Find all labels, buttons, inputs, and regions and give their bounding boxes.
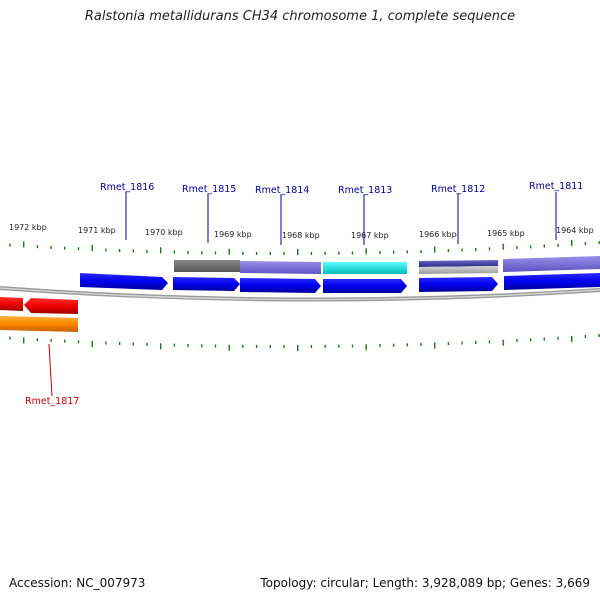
feature-band [174,256,600,274]
reverse-genes [0,297,78,332]
feature-block[interactable] [419,260,498,267]
gene-arrow-rmet-1815[interactable] [173,277,240,291]
gene-arrow-rmet-1817[interactable] [24,298,78,314]
forward-genes [80,273,600,293]
gene-arrow-rmet-1816[interactable] [80,273,168,290]
genome-summary-text: Topology: circular; Length: 3,928,089 bp… [260,576,590,590]
tick-marks-reverse [9,334,600,352]
gene-arrow-rmet-1813[interactable] [323,279,407,293]
tick-label: 1964 kbp [556,226,594,235]
tick-label: 1968 kbp [282,231,320,240]
gene-label-rmet-1812[interactable]: Rmet_1812 [431,184,485,195]
accession-text: Accession: NC_007973 [9,576,146,590]
map-title: Ralstonia metallidurans CH34 chromosome … [84,9,516,24]
gene-arrow-rmet-1812[interactable] [419,277,498,292]
gene-label-rmet-1817[interactable]: Rmet_1817 [25,396,79,407]
feature-block[interactable] [174,260,240,272]
feature-block[interactable] [323,262,407,274]
reverse-feature-block[interactable] [0,316,78,332]
gene-label-rmet-1814[interactable]: Rmet_1814 [255,185,309,196]
gene-arrow-rmet-1814[interactable] [240,278,321,293]
gene-label-rmet-1813[interactable]: Rmet_1813 [338,185,392,196]
feature-block[interactable] [419,266,498,274]
gene-label-rmet-1811[interactable]: Rmet_1811 [529,181,583,192]
tick-label: 1966 kbp [419,230,457,239]
tick-label: 1967 kbp [351,231,389,240]
gene-block-red[interactable] [0,297,23,311]
tick-label: 1969 kbp [214,230,252,239]
feature-block[interactable] [503,256,600,272]
gene-label-rmet-1815[interactable]: Rmet_1815 [182,184,236,195]
tick-label: 1970 kbp [145,228,183,237]
feature-block[interactable] [240,261,321,274]
backbone-inner [0,287,600,301]
tick-label: 1971 kbp [78,226,116,235]
tick-label: 1972 kbp [9,223,47,232]
tick-marks-forward [9,239,600,256]
tick-label: 1965 kbp [487,229,525,238]
label-leaders [48,192,557,397]
gene-label-rmet-1816[interactable]: Rmet_1816 [100,182,154,193]
gene-arrow-rmet-1811[interactable] [504,273,600,290]
